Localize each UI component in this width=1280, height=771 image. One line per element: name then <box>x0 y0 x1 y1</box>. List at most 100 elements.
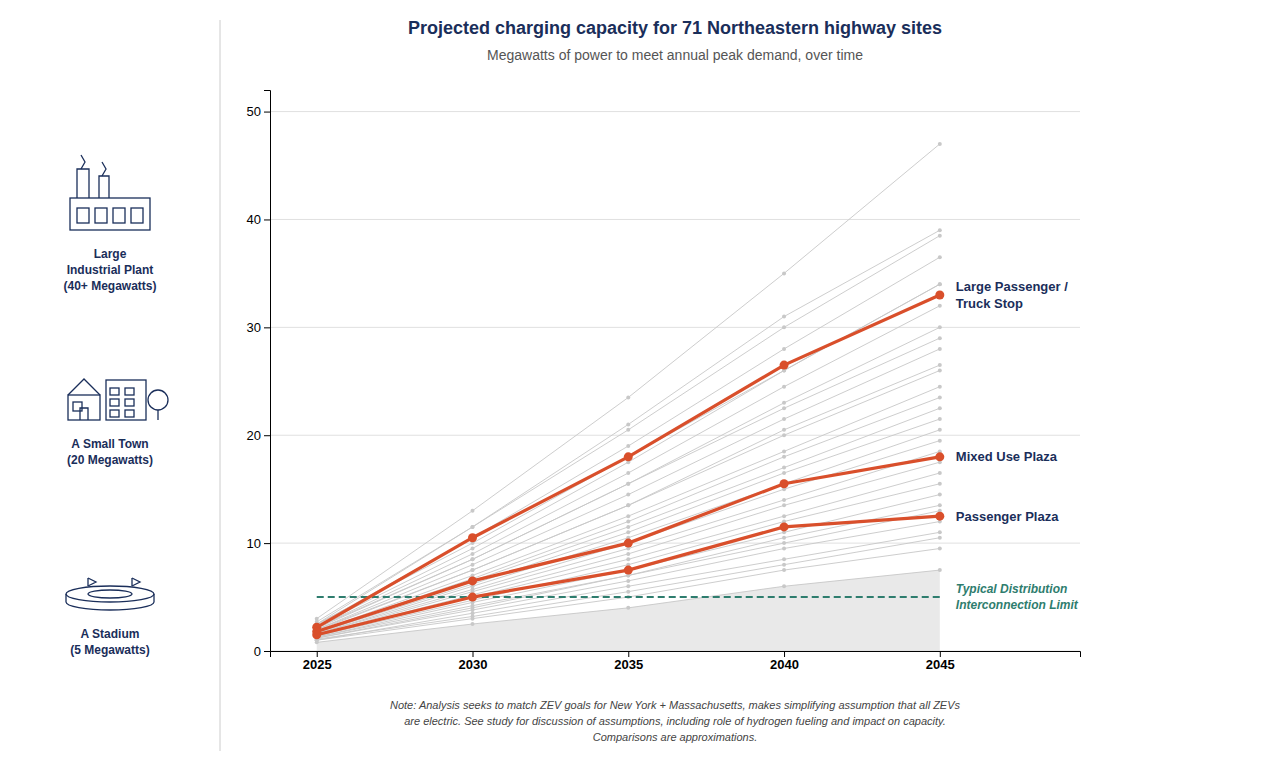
marker <box>782 498 786 502</box>
text-line: Passenger Plaza <box>956 509 1059 524</box>
context-line <box>317 522 940 639</box>
y-tick: 50 <box>247 104 270 119</box>
line-label: Passenger Plaza <box>956 509 1059 524</box>
marker <box>626 503 630 507</box>
text-line: are electric. See study for discussion o… <box>404 715 946 727</box>
y-axis: 01020304050 <box>247 91 271 659</box>
y-tick-mark <box>264 543 270 544</box>
icon-part <box>87 578 88 586</box>
marker <box>938 568 942 572</box>
annotation: LargeIndustrial Plant(40+ Megawatts) <box>63 247 156 293</box>
marker <box>782 401 786 405</box>
marker <box>938 325 942 329</box>
y-tick-label: 10 <box>247 536 261 551</box>
marker <box>938 363 942 367</box>
text-line: Truck Stop <box>956 296 1023 311</box>
x-tick-label: 2045 <box>926 657 955 672</box>
marker <box>626 482 630 486</box>
marker <box>782 471 786 475</box>
y-tick-mark <box>264 327 270 328</box>
y-tick-label: 30 <box>247 320 261 335</box>
marker <box>782 325 786 329</box>
context-line <box>317 257 940 625</box>
marker <box>938 536 942 540</box>
marker <box>782 503 786 507</box>
marker <box>782 568 786 572</box>
icon-part <box>110 399 119 406</box>
y-tick: 30 <box>247 320 270 335</box>
marker <box>782 541 786 545</box>
marker <box>782 466 786 470</box>
x-tick: 2040 <box>770 651 799 672</box>
marker <box>782 514 786 518</box>
icon-part <box>113 208 125 223</box>
marker <box>624 539 633 548</box>
highlight-line <box>317 457 940 632</box>
icon-part <box>88 590 132 598</box>
marker <box>471 525 475 529</box>
y-tick: 10 <box>247 536 270 551</box>
subtitle: Megawatts of power to meet annual peak d… <box>487 47 863 63</box>
marker <box>938 282 942 286</box>
marker <box>626 471 630 475</box>
marker <box>624 452 633 461</box>
context-line <box>317 538 940 639</box>
context-line <box>317 441 940 634</box>
context-line <box>317 371 940 631</box>
y-tick: 40 <box>247 212 270 227</box>
context-line <box>317 419 940 633</box>
marker <box>626 557 630 561</box>
grid-line <box>270 327 1080 328</box>
marker <box>938 255 942 259</box>
text-line: Large Passenger / <box>956 279 1068 294</box>
icon <box>66 578 154 610</box>
marker <box>471 588 475 592</box>
x-tick-label: 2030 <box>459 657 488 672</box>
marker <box>471 552 475 556</box>
highlight-line <box>317 516 940 635</box>
y-tick-mark <box>264 435 270 436</box>
icon-part <box>80 408 88 420</box>
marker <box>626 422 630 426</box>
annotation: A Small Town(20 Megawatts) <box>67 437 153 467</box>
marker <box>471 509 475 513</box>
marker <box>471 568 475 572</box>
highlight-line <box>317 295 940 627</box>
marker <box>626 584 630 588</box>
chart: LargeIndustrial Plant(40+ Megawatts) A Sm… <box>0 0 1280 771</box>
marker <box>935 290 944 299</box>
marker <box>938 347 942 351</box>
context-line <box>317 505 940 637</box>
icon-part <box>106 380 146 420</box>
y-tick-mark <box>264 219 270 220</box>
marker <box>938 336 942 340</box>
y-tick-label: 0 <box>254 644 261 659</box>
icon-part <box>125 399 134 406</box>
x-tick: 2035 <box>614 651 643 672</box>
annotation: A Stadium(5 Megawatts) <box>70 627 149 657</box>
marker <box>471 557 475 561</box>
marker <box>468 533 477 542</box>
text-line: (5 Megawatts) <box>70 643 149 657</box>
marker <box>626 525 630 529</box>
x-tick-label: 2035 <box>614 657 643 672</box>
marker <box>938 417 942 421</box>
marker <box>938 228 942 232</box>
icon-part <box>148 390 168 410</box>
icon-part <box>73 402 82 411</box>
x-tick-mark <box>628 651 629 657</box>
marker <box>938 142 942 146</box>
marker <box>938 282 942 286</box>
context-line <box>317 230 940 622</box>
y-tick-label: 40 <box>247 212 261 227</box>
x-axis-line <box>271 652 1081 658</box>
text-line: (40+ Megawatts) <box>63 279 156 293</box>
context-line <box>317 549 940 641</box>
marker <box>626 503 630 507</box>
marker <box>938 547 942 551</box>
grid <box>270 112 1080 651</box>
x-tick: 2045 <box>926 651 955 672</box>
x-tick-mark <box>317 651 318 657</box>
reference-line <box>317 596 940 598</box>
text-line: (20 Megawatts) <box>67 453 153 467</box>
